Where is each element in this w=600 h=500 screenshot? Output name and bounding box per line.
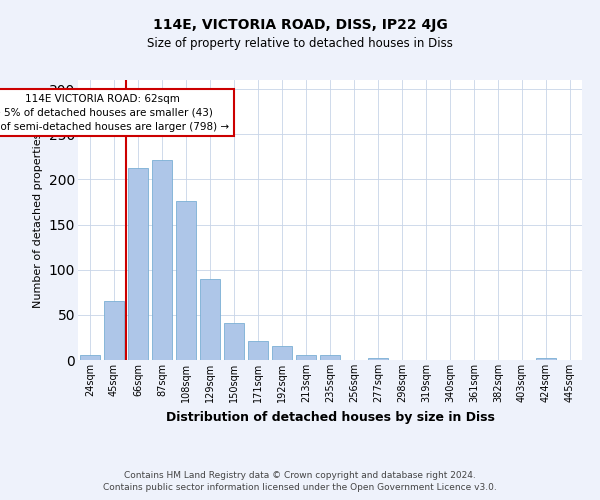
Bar	[176, 201, 196, 360]
Bar	[200, 278, 220, 360]
Text: Size of property relative to detached houses in Diss: Size of property relative to detached ho…	[147, 38, 453, 51]
Bar	[152, 160, 172, 360]
Text: Contains public sector information licensed under the Open Government Licence v3: Contains public sector information licen…	[103, 484, 497, 492]
Text: 114E, VICTORIA ROAD, DISS, IP22 4JG: 114E, VICTORIA ROAD, DISS, IP22 4JG	[152, 18, 448, 32]
Text: Contains HM Land Registry data © Crown copyright and database right 2024.: Contains HM Land Registry data © Crown c…	[124, 471, 476, 480]
Y-axis label: Number of detached properties: Number of detached properties	[33, 132, 43, 308]
Bar	[320, 354, 340, 360]
Bar	[80, 356, 100, 360]
Bar	[296, 354, 316, 360]
Bar	[272, 346, 292, 360]
Bar	[224, 323, 244, 360]
Bar	[248, 341, 268, 360]
Bar	[128, 168, 148, 360]
Bar	[368, 358, 388, 360]
Bar	[104, 302, 124, 360]
X-axis label: Distribution of detached houses by size in Diss: Distribution of detached houses by size …	[166, 410, 494, 424]
Text: 114E VICTORIA ROAD: 62sqm
← 5% of detached houses are smaller (43)
94% of semi-d: 114E VICTORIA ROAD: 62sqm ← 5% of detach…	[0, 94, 230, 132]
Bar	[536, 358, 556, 360]
